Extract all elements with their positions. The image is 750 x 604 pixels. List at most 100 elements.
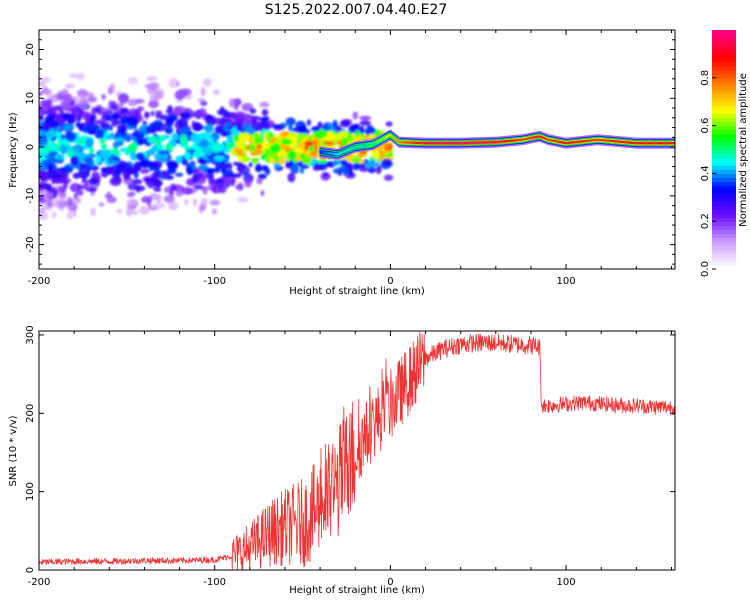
spectrogram-ridge-slice [604,139,606,142]
spectrogram-cell [120,127,126,137]
spectrogram-cell [66,211,74,220]
spectrogram-ridge-slice [489,141,491,144]
spectrogram-ridge-slice [607,139,609,142]
spectrogram-ridge-slice [547,138,549,141]
spectrogram-cell [341,137,348,145]
spectrogram-cell [41,76,51,84]
colorbar-step [712,45,736,51]
spectrogram-ridge-slice [654,142,657,145]
colorbar-step [712,125,736,131]
spectrogram-ridge-slice [444,142,447,145]
spectrogram-cell [100,114,106,124]
colorbar-tick-label: 0.2 [700,213,711,229]
snr-line [39,332,675,570]
spectrogram-ridge-slice [395,138,397,141]
spectrogram-cell [70,106,76,114]
colorbar-step [712,53,736,59]
spectrogram-cell [248,138,254,144]
spectrogram-cell [248,144,256,150]
spectrogram-ridge-slice [368,144,370,147]
spectrogram-cell [133,161,143,171]
spectrogram-ridge-slice [606,139,608,142]
spectrogram-ridge-slice [448,142,450,145]
spectrogram-ridge-slice [563,141,565,144]
spectrogram-ridge-slice [387,135,389,138]
spectrogram-ridge-slice [405,141,408,144]
spectrogram-cell [113,147,118,157]
spectrogram-ridge-slice [353,146,355,149]
spectrogram-ridge-slice [672,142,674,145]
spectrogram-cell [106,134,115,140]
spectrogram-ridge-slice [399,141,401,144]
spectrogram-cell [378,149,383,160]
spectrogram-ridge-slice [550,139,552,142]
spectrogram-ridge-slice [632,141,634,144]
colorbar-step [712,237,736,242]
spectrogram-ridge-slice [401,141,404,144]
spectrogram-cell [147,197,152,208]
spectrogram-cell [75,196,82,204]
spectrogram-ridge-slice [665,142,667,145]
spectrogram-cell [255,165,262,173]
spectrogram-cell [236,125,245,132]
spectrogram-cell [81,179,90,184]
spectrogram-cell [251,132,259,137]
spectrogram-cell [50,109,57,115]
spectrogram-ridge-slice [354,146,356,149]
spectrogram-ridge-slice [516,139,518,142]
spectrogram-ridge-slice [669,142,671,145]
spectrogram-cell [100,121,110,130]
spectrogram-ridge-slice [603,139,605,142]
spectrogram-ridge-slice [378,140,380,143]
spectrogram-cell [323,141,335,146]
spectrogram-cell [75,122,81,128]
snr-panel: -200 -100 0 100 0 100 200 300 Height of straigh… [8,325,676,596]
spectrogram-cell [273,162,281,169]
spectrogram-cell [106,196,117,204]
spectrogram-ridge-slice [420,141,423,145]
spectrogram-cell [209,199,221,206]
colorbar-step [712,49,736,55]
spectrogram-cell [61,113,72,120]
colorbar-step [712,129,736,135]
colorbar: 0.0 0.2 0.4 0.6 0.8 Normalized spectral ampl… [700,30,749,277]
x-tick-label: 0 [387,276,393,287]
spectrogram-ridge-slice [548,138,550,141]
spectrogram-cell [215,125,224,134]
spectrogram-cell [243,171,248,177]
spectrogram-cell [126,116,139,127]
spectrogram-ridge-slice [671,142,673,145]
spectrogram-cell [315,129,328,139]
colorbar-step [712,161,736,167]
spectrogram-ridge-slice [543,136,545,139]
spectrogram-ridge-slice [480,141,483,144]
spectrogram-ridge-slice [624,141,626,144]
spectrogram-cell [237,164,246,174]
spectrogram-cell [251,121,264,132]
spectrogram-cell [117,160,127,168]
spectrogram-cell [130,144,138,152]
colorbar-step [712,257,736,262]
colorbar-gradient [712,30,736,270]
spectrogram-ridge-slice [591,139,593,142]
spectrogram-cell [126,192,135,198]
spectrogram-ridge-slice [335,153,337,156]
spectrogram-cell [109,83,116,93]
spectrogram-cell [167,105,173,112]
spectrogram-cell [144,112,150,118]
spectrogram-ridge-slice [586,139,588,142]
spectrogram-cell [288,121,293,132]
y-tick-label: 300 [25,325,36,344]
spectrogram-ridge-slice [577,140,580,143]
spectrogram-cell [320,172,331,181]
colorbar-step [712,133,736,139]
spectrogram-ridge-slice [507,140,509,143]
spectrogram-ridge-slice [618,140,621,143]
spectrogram-cell [383,174,394,181]
spectrogram-cell [89,124,101,130]
spectrogram-cell [131,98,136,105]
spectrogram-ridge-slice [446,142,448,145]
colorbar-step [712,245,736,250]
spectrogram-ridge-slice [564,141,566,144]
spectrogram-ridge-slice [470,141,472,144]
